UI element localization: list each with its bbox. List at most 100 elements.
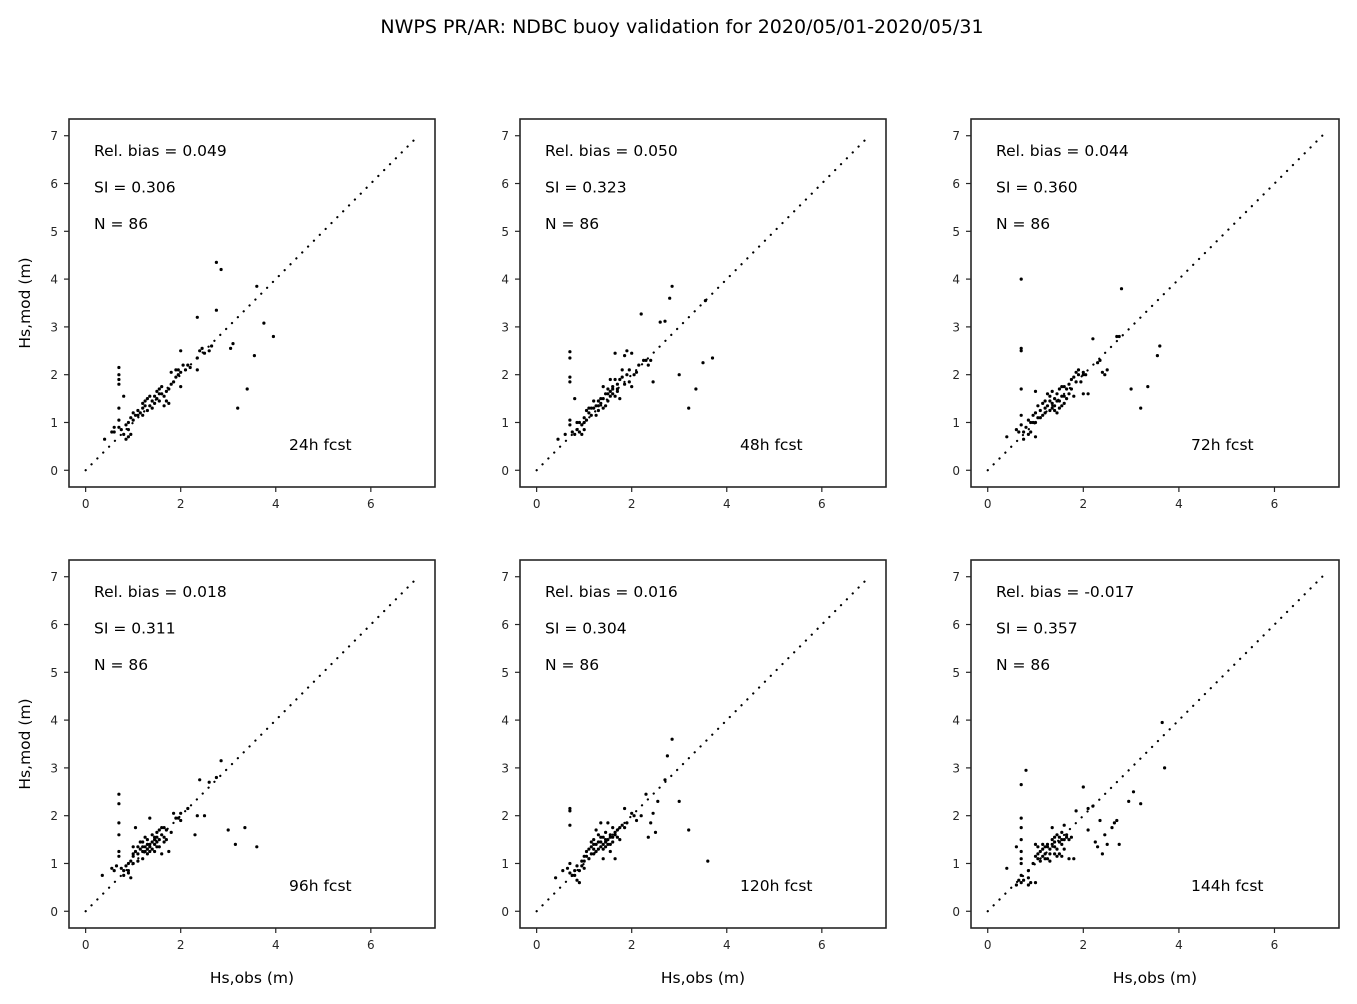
data-point [155,830,159,835]
data-point [1119,287,1124,291]
x-tick-label: 6 [818,938,826,952]
data-point [1065,835,1069,839]
data-point [611,385,615,389]
data-point [162,840,166,844]
data-point [584,418,589,422]
data-point [623,826,627,830]
data-point [1036,416,1040,420]
data-point [1019,816,1023,820]
data-point [117,377,121,382]
data-point [148,394,152,398]
data-point [592,852,596,856]
data-point [162,404,166,408]
data-point [195,368,199,372]
data-point [117,418,121,422]
data-point [255,845,259,849]
data-point [584,408,589,413]
data-point [124,864,128,868]
x-tick-label: 0 [82,497,90,511]
data-point [568,871,572,875]
data-point [1050,842,1054,847]
y-tick-label: 4 [50,714,58,728]
y-tick-label: 5 [50,225,58,239]
data-point [568,356,572,360]
data-point [568,350,572,354]
data-point [634,818,639,823]
data-point [577,420,582,425]
data-point [164,389,168,393]
data-point [606,838,610,842]
data-point [129,859,133,863]
data-point [1105,842,1109,847]
data-point [1014,883,1019,887]
data-point [634,370,639,374]
data-point [1065,397,1069,401]
data-point [117,373,121,377]
y-tick-label: 4 [501,273,509,287]
data-point [117,802,121,806]
data-point [1098,818,1102,823]
data-point [1005,866,1009,870]
data-point [122,394,126,398]
data-point [573,432,577,436]
data-point [1036,857,1040,861]
data-point [1024,768,1028,772]
data-point [1086,828,1090,832]
data-point [618,397,622,401]
data-point [601,397,605,401]
data-point [575,428,579,432]
data-point [599,401,603,405]
data-point [1079,380,1083,384]
stat-annotation: Rel. bias = 0.050 [545,142,678,160]
data-point [1062,838,1066,842]
data-point [112,425,116,429]
data-point [153,838,157,842]
data-point [1139,802,1143,806]
data-point [594,413,598,417]
data-point [141,857,145,861]
data-point [639,814,643,818]
data-point [710,356,715,360]
data-point [167,849,171,854]
data-point [1048,859,1052,863]
data-point [670,284,674,288]
data-point [613,351,617,355]
x-tick-label: 0 [984,497,992,511]
data-point [592,406,596,410]
data-point [561,869,565,873]
data-point [214,308,218,312]
data-point [155,840,159,844]
data-point [219,759,223,763]
data-point [143,845,147,849]
y-tick-label: 5 [501,666,509,680]
data-point [1031,861,1035,866]
data-point [179,370,183,374]
data-point [126,869,130,873]
data-point [608,833,612,837]
data-point [1086,392,1090,396]
data-point [174,816,178,820]
data-point [126,871,130,875]
data-point [157,845,161,849]
data-point [1026,883,1030,887]
data-point [1060,404,1064,408]
data-point [179,818,183,823]
data-point [1045,842,1050,847]
data-point [160,385,164,389]
data-point [596,833,601,837]
data-point [601,406,605,410]
forecast-label: 48h fcst [740,436,803,454]
data-point [145,838,149,842]
data-point [117,833,121,837]
y-tick-label: 2 [501,368,509,382]
data-point [1019,857,1023,861]
y-tick-label: 0 [501,464,509,478]
data-point [1050,406,1054,410]
data-point [193,833,197,837]
data-point [1163,766,1167,770]
data-point [153,849,157,854]
data-point [214,260,218,264]
stat-annotation: Rel. bias = 0.044 [996,142,1129,160]
data-point [568,375,572,379]
data-point [594,828,598,832]
